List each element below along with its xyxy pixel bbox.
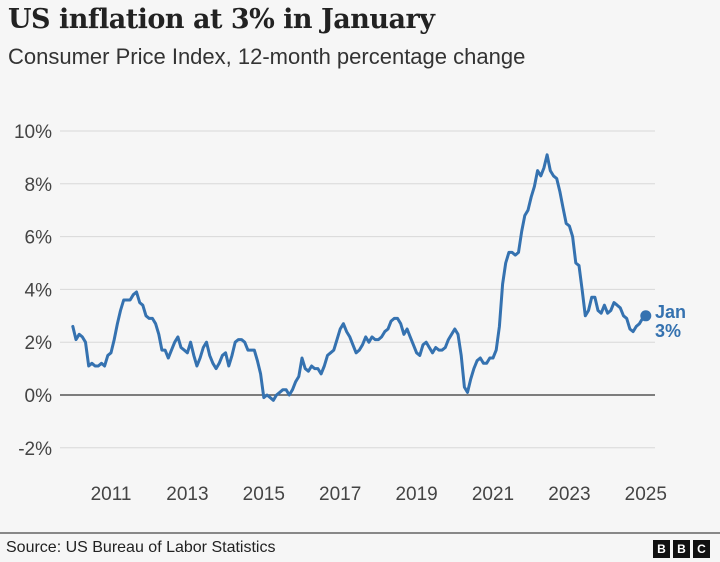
x-tick-label: 2011 [91, 484, 132, 505]
annotation-value: 3% [655, 321, 681, 341]
x-tick-label: 2021 [472, 484, 514, 505]
annotation-month: Jan [655, 302, 686, 322]
x-tick-label: 2025 [625, 484, 667, 505]
source-note: Source: US Bureau of Labor Statistics [6, 539, 276, 556]
latest-value-marker [640, 310, 652, 322]
x-tick-label: 2017 [319, 484, 361, 505]
chart-title: US inflation at 3% in January [8, 4, 435, 35]
y-tick-label: 2% [25, 333, 53, 354]
footer-divider [0, 532, 720, 534]
x-tick-label: 2013 [166, 484, 208, 505]
x-tick-label: 2019 [395, 484, 437, 505]
y-tick-label: 0% [25, 386, 53, 407]
cpi-series-line [71, 153, 648, 402]
chart-subtitle: Consumer Price Index, 12-month percentag… [8, 44, 526, 69]
y-tick-label: 6% [25, 228, 53, 249]
y-tick-label: 10% [14, 122, 52, 143]
line-chart: -2% 0% 2% 4% 6% 8% 10% 2011 2013 2015 2017 2019 202… [14, 122, 686, 505]
y-tick-label: -2% [18, 439, 52, 460]
y-tick-label: 8% [25, 175, 53, 196]
y-tick-label: 4% [25, 280, 53, 301]
x-tick-label: 2015 [243, 484, 285, 505]
x-tick-label: 2023 [548, 484, 590, 505]
